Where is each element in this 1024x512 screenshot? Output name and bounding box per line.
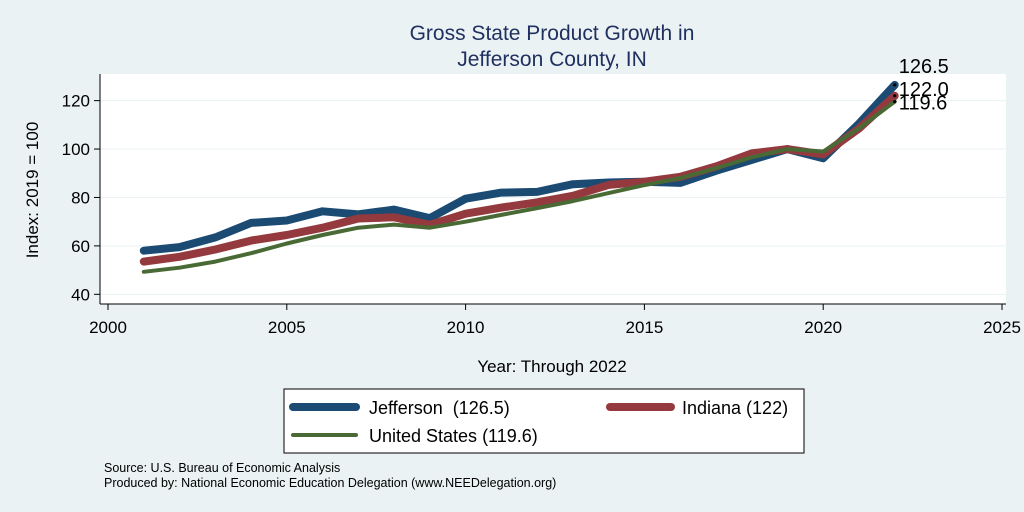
- series-lines: [139, 80, 899, 274]
- end-marker-indiana: [893, 94, 897, 98]
- x-tick-label-2010: 2010: [447, 318, 485, 337]
- y-tick-label-40: 40: [71, 285, 90, 304]
- y-ticks: 40 60 80 100 120: [62, 92, 100, 304]
- end-label-united-states: 119.6: [899, 93, 948, 115]
- produced-by-note: Produced by: National Economic Education…: [104, 476, 556, 490]
- y-tick-label-120: 120: [62, 92, 90, 111]
- legend-box: [283, 388, 805, 454]
- chart-title-line-1: Gross State Product Growth in: [410, 22, 695, 45]
- series-line-united-states: [141, 99, 897, 274]
- x-axis-title: Year: Through 2022: [477, 357, 626, 376]
- legend-label-jefferson: Jefferson (126.5): [369, 398, 510, 418]
- legend-label-indiana: Indiana (122): [682, 398, 788, 418]
- y-axis-title: Index: 2019 = 100: [23, 122, 42, 259]
- end-marker-jefferson: [893, 83, 897, 87]
- end-marker-united-states: [893, 100, 897, 104]
- legend: Jefferson (126.5) Indiana (122) United S…: [283, 388, 805, 454]
- x-ticks: 2000 2005 2010 2015 2020 2025: [89, 304, 1021, 337]
- y-tick-label-80: 80: [71, 188, 90, 207]
- legend-label-united-states: United States (119.6): [369, 426, 538, 446]
- chart-title-line-2: Jefferson County, IN: [457, 48, 646, 71]
- x-tick-label-2020: 2020: [804, 318, 842, 337]
- x-tick-label-2000: 2000: [89, 318, 127, 337]
- end-label-jefferson: 126.5: [899, 56, 949, 78]
- x-tick-label-2005: 2005: [268, 318, 306, 337]
- x-tick-label-2025: 2025: [983, 318, 1021, 337]
- y-tick-label-100: 100: [62, 140, 90, 159]
- end-label-indiana: 122.0: [899, 79, 949, 101]
- source-note: Source: U.S. Bureau of Economic Analysis: [104, 461, 340, 475]
- y-tick-label-60: 60: [71, 237, 90, 256]
- x-tick-label-2015: 2015: [625, 318, 663, 337]
